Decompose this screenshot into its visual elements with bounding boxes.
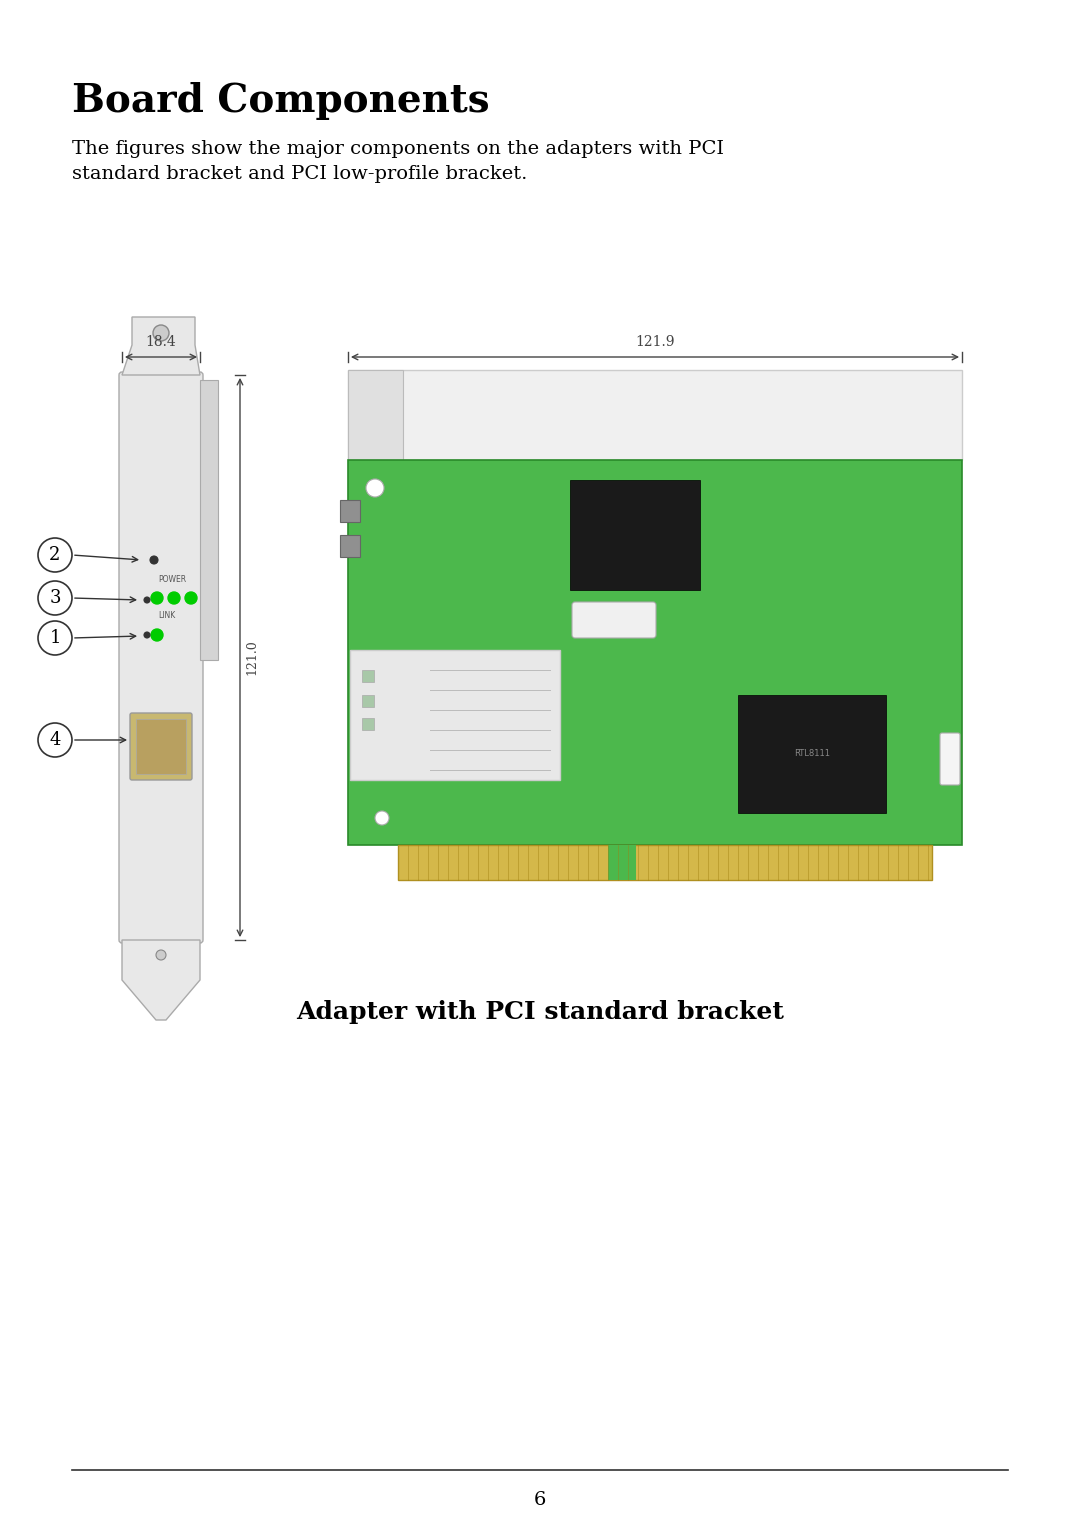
Bar bbox=[200, 379, 218, 660]
Bar bbox=[362, 717, 374, 730]
Text: Adapter with PCI standard bracket: Adapter with PCI standard bracket bbox=[296, 1000, 784, 1025]
Circle shape bbox=[151, 591, 163, 604]
Bar bbox=[340, 501, 360, 522]
Circle shape bbox=[366, 479, 384, 498]
Bar bbox=[348, 459, 962, 845]
Circle shape bbox=[38, 581, 72, 614]
Circle shape bbox=[150, 556, 158, 564]
Circle shape bbox=[38, 538, 72, 571]
Text: 121.9: 121.9 bbox=[635, 335, 675, 349]
Circle shape bbox=[38, 621, 72, 654]
Text: RTL8111: RTL8111 bbox=[794, 750, 831, 759]
FancyBboxPatch shape bbox=[119, 372, 203, 943]
Circle shape bbox=[185, 591, 197, 604]
Bar bbox=[136, 719, 186, 774]
Circle shape bbox=[144, 598, 150, 604]
Bar bbox=[362, 670, 374, 682]
Text: 6: 6 bbox=[534, 1491, 546, 1508]
Polygon shape bbox=[122, 316, 200, 375]
FancyBboxPatch shape bbox=[130, 713, 192, 780]
Text: 18.4: 18.4 bbox=[146, 335, 176, 349]
Text: 3: 3 bbox=[50, 588, 60, 607]
Circle shape bbox=[168, 591, 180, 604]
Bar bbox=[350, 650, 561, 780]
Text: LINK: LINK bbox=[159, 610, 176, 619]
FancyBboxPatch shape bbox=[572, 602, 656, 637]
Circle shape bbox=[151, 630, 163, 641]
Circle shape bbox=[38, 723, 72, 757]
Circle shape bbox=[153, 326, 168, 341]
Circle shape bbox=[156, 949, 166, 960]
Bar bbox=[738, 694, 886, 813]
FancyBboxPatch shape bbox=[940, 733, 960, 785]
Bar bbox=[608, 845, 636, 880]
Text: 2: 2 bbox=[50, 545, 60, 564]
Text: Board Components: Board Components bbox=[72, 81, 489, 120]
Text: The figures show the major components on the adapters with PCI: The figures show the major components on… bbox=[72, 140, 724, 158]
Text: 4: 4 bbox=[50, 731, 60, 750]
Circle shape bbox=[144, 631, 150, 637]
Bar bbox=[348, 370, 962, 459]
Bar bbox=[570, 479, 700, 590]
Text: POWER: POWER bbox=[158, 576, 186, 585]
Bar bbox=[399, 845, 932, 880]
Polygon shape bbox=[122, 940, 200, 1020]
Bar bbox=[348, 370, 403, 459]
Bar bbox=[340, 535, 360, 558]
Bar bbox=[362, 694, 374, 707]
Text: 1: 1 bbox=[50, 630, 60, 647]
Text: 121.0: 121.0 bbox=[245, 639, 258, 676]
Circle shape bbox=[375, 811, 389, 825]
Text: standard bracket and PCI low-profile bracket.: standard bracket and PCI low-profile bra… bbox=[72, 164, 527, 183]
